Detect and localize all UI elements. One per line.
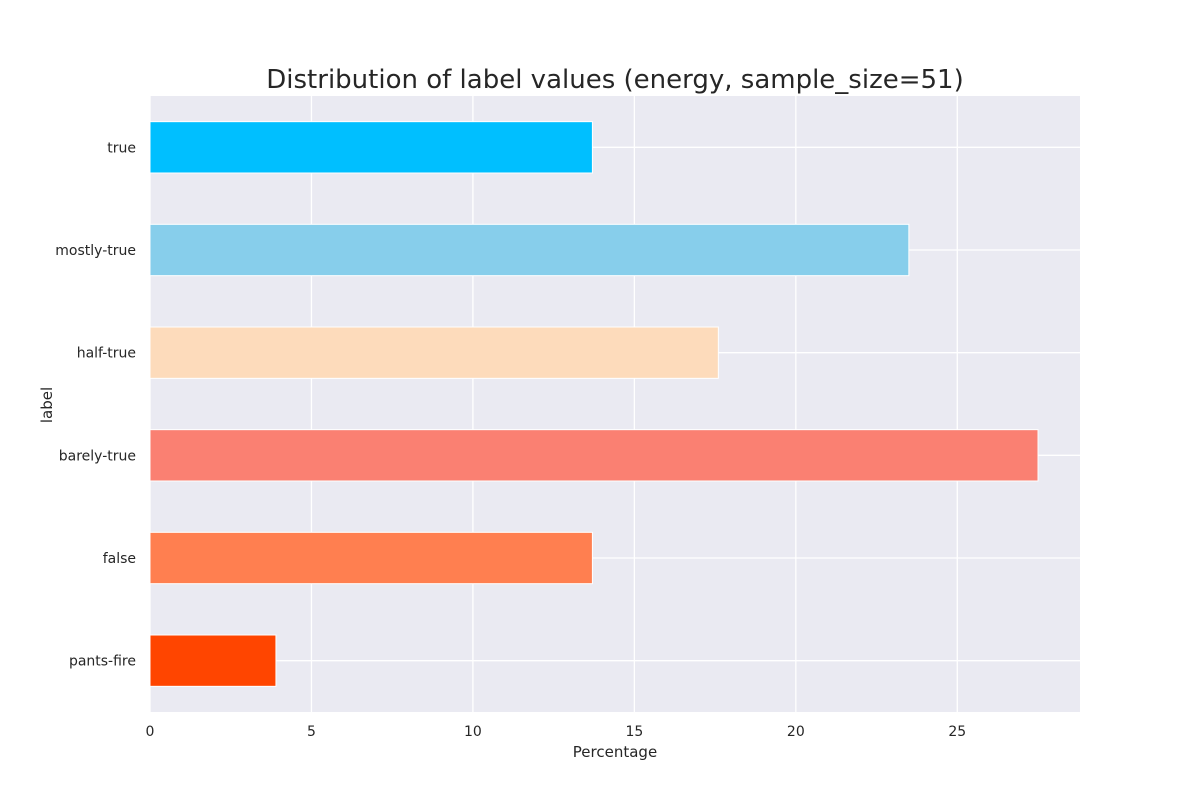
bar-true — [149, 121, 593, 174]
y-tick-label: true — [107, 140, 136, 156]
plot-background — [150, 96, 1080, 712]
y-tick-label: barely-true — [59, 448, 136, 464]
x-tick-label: 15 — [625, 724, 643, 740]
bar-mostly-true — [149, 223, 910, 277]
plot-area — [149, 96, 1080, 712]
chart-title: Distribution of label values (energy, sa… — [266, 65, 963, 95]
bar-half-true — [149, 326, 719, 379]
y-tick-label: false — [103, 551, 136, 567]
bar-pants-fire — [149, 634, 277, 687]
y-axis-label: label — [38, 387, 56, 423]
y-tick-label: mostly-true — [55, 243, 136, 259]
x-axis-label: Percentage — [573, 743, 657, 761]
y-tick-label: half-true — [77, 346, 136, 362]
bar-false — [149, 531, 593, 585]
y-tick-label: pants-fire — [69, 654, 136, 670]
x-tick-label: 5 — [307, 724, 316, 740]
x-tick-label: 0 — [146, 724, 155, 740]
x-tick-label: 25 — [948, 724, 966, 740]
x-tick-label: 20 — [787, 724, 805, 740]
bar-barely-true — [149, 429, 1039, 482]
x-tick-label: 10 — [464, 724, 482, 740]
